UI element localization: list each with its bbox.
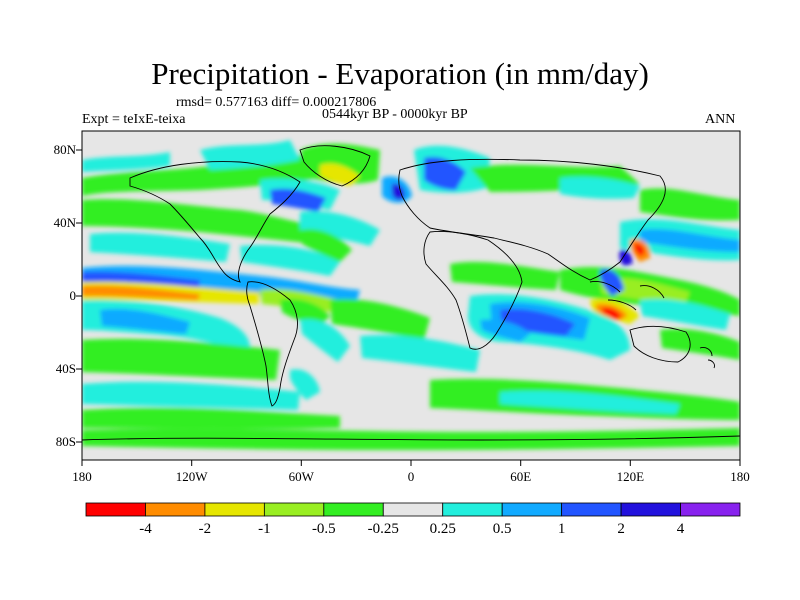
- period-line: 0544kyr BP - 0000kyr BP: [322, 107, 468, 122]
- colorbar-label: 0.25: [429, 521, 456, 537]
- colorbar-swatch: [382, 502, 444, 517]
- colorbar-swatch: [680, 502, 741, 517]
- experiment-label: Expt = teIxE-teixa: [82, 112, 186, 127]
- colorbar-swatch: [323, 502, 384, 517]
- lat-tick-label: 40N: [53, 215, 76, 230]
- colorbar-label: 0.5: [492, 521, 512, 537]
- colorbar-swatch: [501, 502, 563, 517]
- colorbar-label: 1: [557, 521, 566, 537]
- lat-tick-label: 40S: [55, 361, 76, 376]
- colorbar-swatch: [204, 502, 265, 517]
- lon-tick-label: 180: [730, 469, 750, 484]
- lon-tick-label: 120E: [616, 469, 645, 484]
- lon-tick-label: 0: [407, 469, 415, 484]
- colorbar-label: -0.25: [367, 521, 399, 537]
- colorbar-swatch: [561, 502, 622, 517]
- map-field: [82, 131, 740, 460]
- lon-tick-label: 180: [72, 469, 92, 484]
- lat-tick-label: 0: [69, 288, 77, 303]
- colorbar-swatch: [145, 502, 206, 517]
- lat-tick-label: 80S: [55, 434, 76, 449]
- lat-tick-label: 80N: [53, 142, 76, 157]
- stats-line: rmsd= 0.577163 diff= 0.000217806: [176, 95, 377, 110]
- colorbar-swatch: [620, 502, 681, 517]
- colorbar-label: -1: [258, 521, 271, 537]
- colorbar-label: 4: [676, 521, 685, 537]
- coastlines: [82, 145, 740, 441]
- colorbar-label: -4: [139, 521, 152, 537]
- colorbar-label: -2: [198, 521, 212, 537]
- colorbar-swatch: [442, 502, 503, 517]
- axis-ticks: [76, 149, 741, 466]
- colorbar-swatch: [263, 502, 325, 517]
- lon-tick-label: 60W: [288, 469, 314, 484]
- map-title: Precipitation - Evaporation (in mm/day): [151, 56, 649, 91]
- season-label: ANN: [705, 112, 736, 127]
- colorbar-label: 2: [617, 521, 625, 537]
- colorbar-swatch: [85, 502, 146, 517]
- colorbar-label: -0.5: [311, 521, 336, 537]
- lon-tick-label: 120W: [175, 469, 208, 484]
- colorbar: [85, 502, 741, 517]
- lon-tick-label: 60E: [510, 469, 532, 484]
